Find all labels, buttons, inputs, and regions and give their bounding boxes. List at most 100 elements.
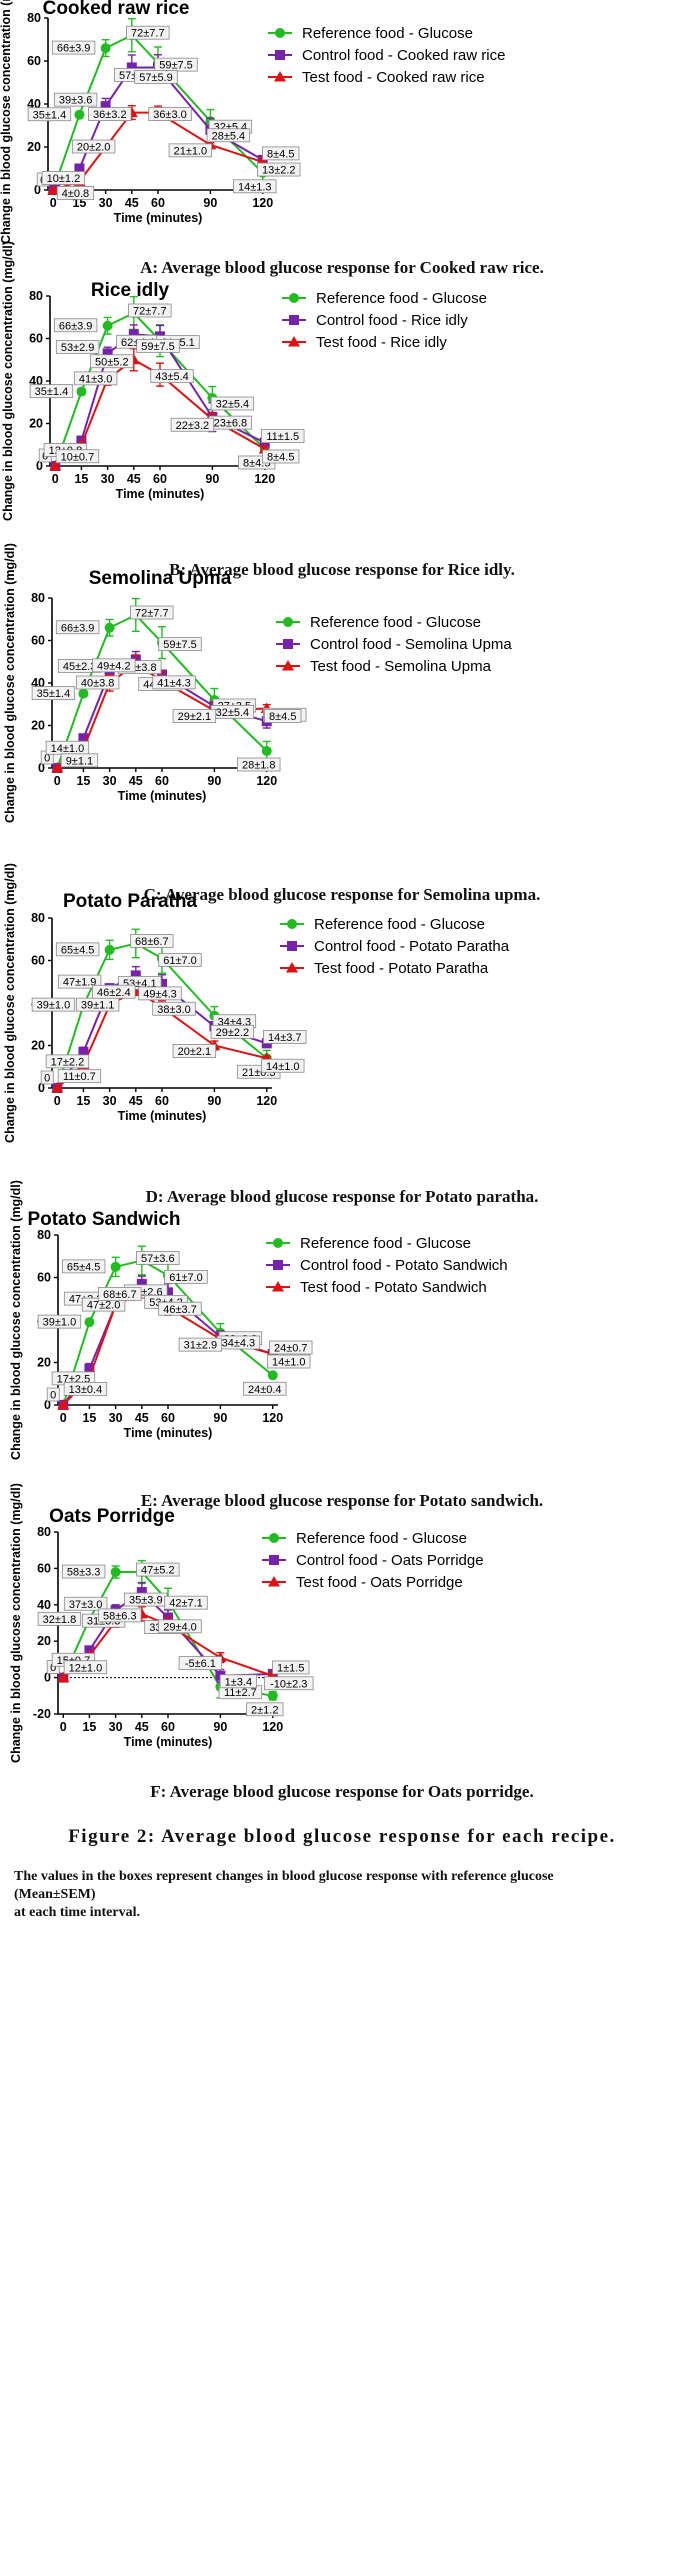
- y-tick-label: -20: [33, 1707, 51, 1721]
- value-box: [219, 1674, 258, 1689]
- y-tick-label: 0: [38, 1081, 45, 1095]
- value-box: [269, 1340, 313, 1355]
- value-label: 57±3.6: [141, 1253, 175, 1265]
- data-point: [78, 688, 89, 699]
- x-tick-label: 0: [52, 472, 59, 486]
- x-tick-label: 30: [99, 196, 113, 210]
- value-label: 47±1.9: [63, 977, 97, 989]
- chart-title: Rice idly: [91, 280, 170, 301]
- value-label: 14±3.7: [268, 1032, 302, 1044]
- value-label: 58±3.3: [67, 1567, 101, 1579]
- x-tick-label: 90: [213, 1720, 227, 1734]
- chart-title: Oats Porridge: [49, 1506, 175, 1527]
- legend-entry: Test food - Rice idly: [316, 334, 447, 351]
- value-box: [243, 1381, 287, 1396]
- value-label: 36±3.2: [93, 109, 127, 121]
- value-box: [98, 1608, 142, 1623]
- value-label: 14±1.0: [272, 1357, 306, 1369]
- value-box: [63, 1381, 108, 1396]
- x-tick-label: 30: [103, 1094, 117, 1108]
- x-tick-label: 120: [262, 1411, 283, 1425]
- value-box: [206, 128, 251, 143]
- value-box: [246, 1702, 284, 1717]
- chart-panel-rice-idly: Rice idly 0 20 40 60 80 0 15 30 45 60 90 120 Time (mi…: [0, 241, 684, 676]
- data-point: [47, 184, 60, 195]
- value-label: 68±6.7: [103, 1289, 137, 1301]
- value-label: 13±2.2: [262, 165, 296, 177]
- legend-marker: [274, 71, 286, 82]
- value-label: 37±3.0: [69, 1599, 103, 1611]
- value-box: [126, 25, 170, 40]
- value-box: [92, 658, 136, 673]
- legend-marker: [288, 336, 300, 347]
- value-box: [37, 1611, 82, 1626]
- value-label: 35±1.4: [37, 688, 71, 700]
- x-tick-label: 30: [101, 472, 115, 486]
- value-label: 40±3.8: [81, 678, 115, 690]
- value-box: [172, 1044, 217, 1058]
- x-tick-label: 90: [205, 472, 219, 486]
- y-axis-label: Change in blood glucose concentration (m…: [9, 1483, 23, 1763]
- value-label: 47±5.2: [141, 1565, 175, 1577]
- footnote: The values in the boxes represent change…: [14, 1868, 634, 1922]
- value-label: 0: [50, 1662, 56, 1674]
- legend-entry: Reference food - Glucose: [300, 1235, 471, 1252]
- value-box: [233, 179, 277, 194]
- value-box: [210, 1024, 255, 1039]
- value-box: [61, 1259, 106, 1274]
- y-axis-label: Change in blood glucose concentration (m…: [3, 543, 17, 823]
- value-box: [262, 449, 300, 464]
- value-box: [136, 1251, 180, 1265]
- blood-glucose-chart-potato-sandwich: Potato Sandwich02040608001530456090120Ti…: [9, 1180, 508, 1460]
- x-tick-label: 90: [207, 1094, 221, 1108]
- value-label: 50±5.2: [95, 356, 129, 368]
- value-label: 39±3.6: [59, 95, 93, 107]
- y-tick-label: 60: [31, 954, 45, 968]
- value-annotations: 0 35±1.4 14±1.09±1.1 66±3.9 45±2.3 40±3.8 72±7…: [31, 605, 307, 772]
- value-box: [257, 162, 301, 177]
- value-box: [29, 384, 74, 399]
- value-label: 39±1.1: [81, 1000, 115, 1012]
- y-tick-label: 60: [29, 332, 43, 346]
- value-box: [264, 1676, 314, 1691]
- y-tick-label: 80: [31, 591, 45, 605]
- value-box: [263, 1029, 307, 1044]
- value-label: 68±6.7: [135, 936, 169, 948]
- x-tick-label: 90: [213, 1411, 227, 1425]
- value-box: [237, 757, 281, 772]
- legend-entry: Test food - Semolina Upma: [310, 658, 492, 675]
- value-label: 10±0.7: [61, 451, 95, 463]
- panel-caption-c: C: Average blood glucose response for Se…: [143, 885, 541, 904]
- x-tick-label: 15: [76, 774, 90, 788]
- value-box: [61, 1564, 106, 1579]
- value-box: [55, 339, 100, 354]
- value-label: 8±4.5: [269, 711, 296, 723]
- value-box: [55, 942, 100, 957]
- value-label: 41±3.0: [79, 373, 113, 385]
- value-label: 35±1.4: [35, 386, 69, 398]
- value-label: 58±6.3: [103, 1610, 137, 1622]
- value-label: 28±1.8: [242, 760, 276, 772]
- value-label: 23±6.8: [214, 418, 248, 430]
- y-tick-label: 0: [44, 1671, 51, 1685]
- legend-marker: [275, 28, 285, 38]
- y-tick-label: 80: [31, 911, 45, 925]
- value-box: [158, 637, 202, 652]
- value-label: 72±7.7: [135, 608, 169, 620]
- legend-entry: Control food - Potato Paratha: [314, 938, 510, 955]
- value-label: 4±0.8: [62, 188, 89, 200]
- x-axis-label: Time (minutes): [124, 1426, 213, 1440]
- value-label: 14±1.0: [51, 743, 85, 755]
- data-point: [136, 1278, 147, 1289]
- value-label: 35±3.9: [129, 1595, 163, 1607]
- y-axis-label: Change in blood glucose concentration (m…: [9, 1180, 23, 1460]
- legend-entry: Test food - Potato Paratha: [314, 960, 489, 977]
- value-label: 32±5.4: [216, 399, 250, 411]
- value-label: 66±3.9: [61, 622, 95, 634]
- y-tick-label: 20: [37, 1634, 51, 1648]
- value-box: [55, 449, 100, 464]
- value-box: [138, 986, 182, 1001]
- y-axis-label: Change in blood glucose concentration (m…: [1, 241, 15, 521]
- value-annotations: 035±1.412±0.810±0.766±3.953±2.941±3.072±…: [29, 303, 305, 470]
